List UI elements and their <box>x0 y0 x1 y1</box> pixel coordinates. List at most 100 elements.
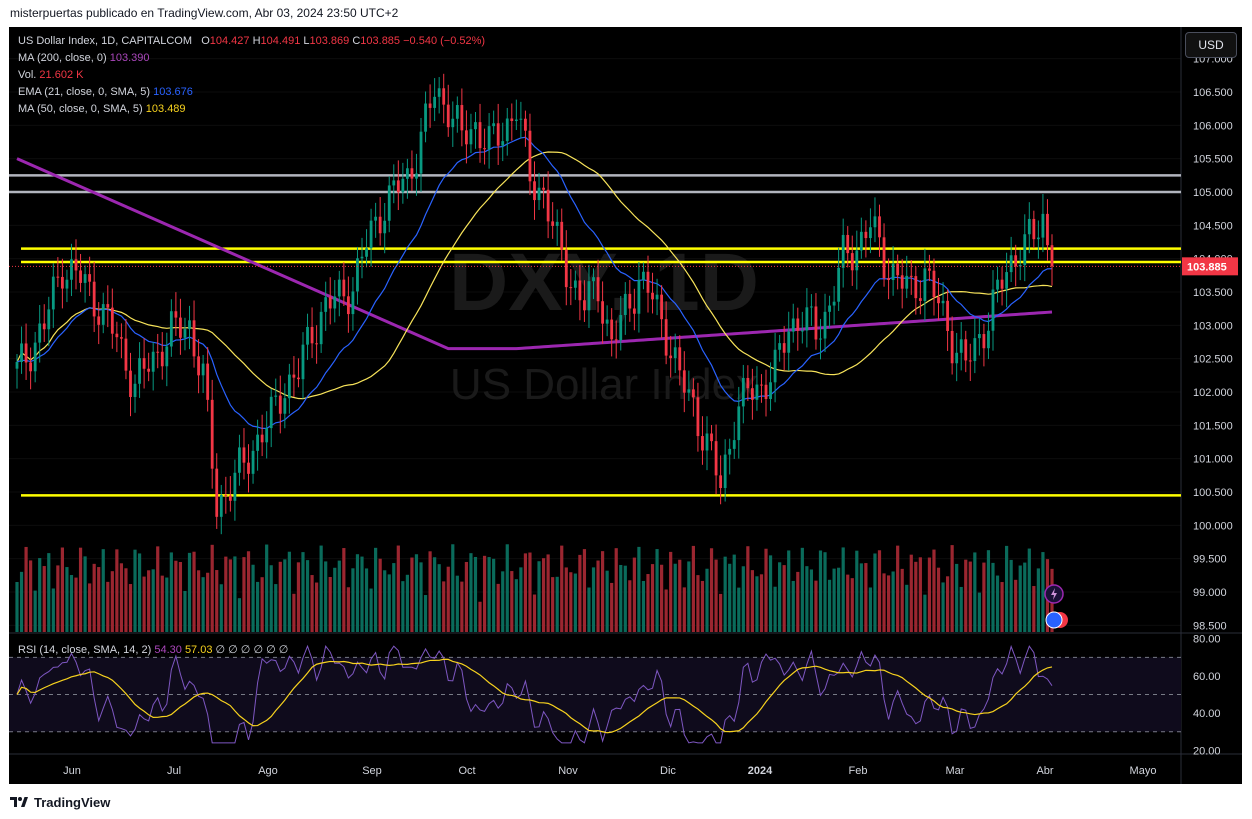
candle-body-156 <box>723 454 727 488</box>
legend-vol-label: Vol. <box>18 69 37 81</box>
volume-bar-167 <box>773 586 777 632</box>
candle-body-61 <box>292 374 296 378</box>
candle-body-86 <box>405 168 409 179</box>
volume-bar-130 <box>605 570 609 632</box>
horizontal-levels[interactable] <box>9 174 1181 497</box>
candle-body-53 <box>256 434 259 451</box>
candle-body-186 <box>859 231 863 251</box>
volume-bar-43 <box>210 544 214 632</box>
candle-body-15 <box>83 274 87 283</box>
candle-body-74 <box>351 291 355 315</box>
price-tick-9: 102.500 <box>1193 354 1233 366</box>
volume-bar-67 <box>319 545 323 632</box>
candle-body-3 <box>29 362 33 372</box>
price-axis[interactable]: 107.000106.500106.000105.500105.000104.5… <box>1193 54 1233 633</box>
volume-bar-112 <box>523 553 528 632</box>
volume-bar-26 <box>133 549 137 632</box>
time-tick-3: Sep <box>362 765 382 777</box>
candle-body-40 <box>197 356 200 376</box>
watermark: DXY, 1D US Dollar Index <box>449 237 759 409</box>
candle-body-130 <box>605 319 609 324</box>
legend-h-label: H <box>252 35 261 47</box>
volume-bar-88 <box>414 554 419 632</box>
volume-bar-207 <box>955 563 959 632</box>
volume-bar-17 <box>92 563 96 632</box>
legend-row-ma200: MA (200, close, 0) 103.390 <box>18 52 149 64</box>
rsi-tick-3: 20.00 <box>1193 745 1221 757</box>
price-tick-8: 103.000 <box>1193 320 1233 332</box>
candle-body-225 <box>1036 237 1040 240</box>
candle-body-221 <box>1018 265 1022 267</box>
candle-body-211 <box>973 338 977 362</box>
event-icons[interactable] <box>1044 584 1068 629</box>
currency-button[interactable]: USD <box>1185 32 1237 58</box>
candle-body-199 <box>918 298 922 301</box>
candle-body-83 <box>392 180 396 186</box>
candle-body-44 <box>215 468 219 517</box>
candle-body-179 <box>828 305 831 312</box>
volume-bar-60 <box>287 551 291 632</box>
candle-body-30 <box>151 351 155 372</box>
candle-body-90 <box>424 103 427 132</box>
volume-bar-199 <box>918 557 922 632</box>
legend-rsi-ma-value: 57.03 <box>184 644 213 656</box>
candle-body-187 <box>864 231 868 239</box>
candle-body-163 <box>755 384 759 400</box>
legend-rsi-extra: ∅ ∅ ∅ ∅ ∅ ∅ <box>215 644 289 656</box>
candle-body-13 <box>74 259 78 271</box>
candle-body-54 <box>260 434 264 443</box>
volume-bar-6 <box>42 566 46 632</box>
candle-body-48 <box>233 472 237 501</box>
candle-body-226 <box>1041 213 1045 238</box>
candle-body-170 <box>787 331 791 353</box>
volume-bar-204 <box>941 582 945 632</box>
volume-bar-13 <box>74 577 78 632</box>
volume-bar-59 <box>283 559 287 632</box>
candle-body-131 <box>610 319 614 340</box>
candlestick-chart[interactable]: DXY, 1D US Dollar Index 107.000106.50010… <box>9 27 1242 784</box>
volume-bar-8 <box>51 588 55 632</box>
volume-bar-35 <box>174 560 178 632</box>
candle-body-176 <box>814 306 818 340</box>
volume-bar-72 <box>342 548 346 632</box>
volume-bar-133 <box>619 564 623 632</box>
volume-bar-53 <box>255 581 260 632</box>
time-axis[interactable]: Jun Jul Ago Sep Oct Nov Dic 2024 Feb Mar Abr Mayo <box>63 765 1156 777</box>
volume-bar-76 <box>360 556 364 632</box>
candle-body-32 <box>160 351 164 367</box>
legend-ma50-label: MA (50, close, 0, SMA, 5) <box>18 103 143 115</box>
volume-bar-93 <box>437 564 441 632</box>
volume-bar-196 <box>905 584 909 632</box>
volume-bar-57 <box>274 584 278 632</box>
volume-bar-120 <box>560 545 564 632</box>
rsi-tick-2: 40.00 <box>1193 708 1221 720</box>
candle-body-197 <box>909 275 913 277</box>
volume-bar-173 <box>800 547 804 632</box>
volume-bar-202 <box>932 549 936 632</box>
candle-body-165 <box>764 384 768 399</box>
candle-body-135 <box>628 293 632 309</box>
us-flag-icon <box>1045 611 1063 629</box>
volume-bar-66 <box>315 582 319 632</box>
candle-body-36 <box>179 317 182 338</box>
last-price-text: 103.885 <box>1187 261 1227 273</box>
candle-body-96 <box>451 118 455 128</box>
watermark-name: US Dollar Index <box>450 360 758 409</box>
candle-body-120 <box>560 221 564 250</box>
volume-bar-101 <box>473 556 478 632</box>
candle-body-172 <box>796 318 800 331</box>
candle-body-104 <box>487 126 491 150</box>
volume-bar-73 <box>346 587 350 632</box>
time-tick-6: Dic <box>660 765 676 777</box>
candle-body-160 <box>741 377 745 407</box>
volume-bar-149 <box>691 545 695 632</box>
candle-body-24 <box>124 338 128 371</box>
candle-body-76 <box>360 256 364 259</box>
candle-body-128 <box>596 277 600 302</box>
candle-body-87 <box>410 168 414 179</box>
candle-body-21 <box>110 307 114 334</box>
candle-body-35 <box>174 311 178 318</box>
volume-bar-39 <box>192 551 196 632</box>
volume-bar-99 <box>464 561 469 632</box>
candle-body-213 <box>982 334 986 349</box>
